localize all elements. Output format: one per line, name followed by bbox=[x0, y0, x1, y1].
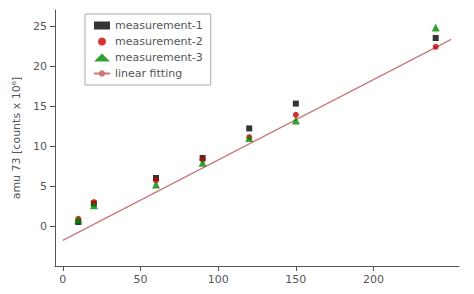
svg-text:measurement-3: measurement-3 bbox=[115, 51, 203, 64]
svg-text:0: 0 bbox=[40, 220, 47, 233]
svg-text:50: 50 bbox=[133, 273, 147, 286]
svg-text:150: 150 bbox=[285, 273, 306, 286]
svg-text:5: 5 bbox=[40, 180, 47, 193]
svg-text:10: 10 bbox=[33, 140, 47, 153]
svg-text:15: 15 bbox=[33, 100, 47, 113]
svg-text:amu 73 [counts x 10⁶]: amu 73 [counts x 10⁶] bbox=[10, 77, 23, 200]
svg-text:measurement-2: measurement-2 bbox=[115, 35, 203, 48]
svg-text:100: 100 bbox=[208, 273, 229, 286]
svg-text:20: 20 bbox=[33, 60, 47, 73]
svg-text:0: 0 bbox=[59, 273, 66, 286]
svg-text:linear fitting: linear fitting bbox=[115, 67, 182, 80]
svg-text:measurement-1: measurement-1 bbox=[115, 19, 203, 32]
svg-text:25: 25 bbox=[33, 20, 47, 33]
svg-text:200: 200 bbox=[363, 273, 384, 286]
